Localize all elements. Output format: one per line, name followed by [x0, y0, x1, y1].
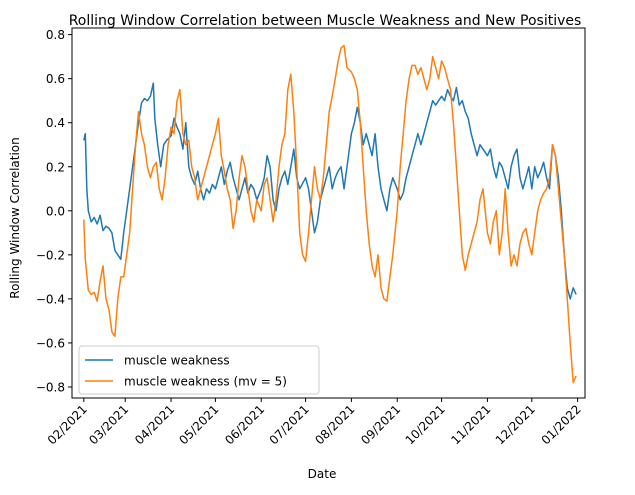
y-tick-label: −0.8 [36, 380, 65, 394]
chart-title: Rolling Window Correlation between Muscl… [69, 13, 582, 29]
y-tick-label: −0.6 [36, 336, 65, 350]
y-tick-label: −0.4 [36, 292, 65, 306]
legend: muscle weakness muscle weakness (mv = 5) [78, 345, 320, 395]
series-line-1 [83, 82, 577, 300]
y-axis: 0.8 0.6 0.4 0.2 0.0 −0.2 −0.4 −0.6 −0.8 [36, 28, 72, 394]
series-layer [83, 44, 577, 384]
legend-label: muscle weakness (mv = 5) [124, 375, 287, 389]
legend-label: muscle weakness [124, 354, 230, 368]
y-tick-label: −0.2 [36, 248, 65, 262]
y-tick-label: 0.0 [46, 204, 65, 218]
series-line-2 [83, 44, 577, 384]
y-tick-label: 0.2 [46, 160, 65, 174]
plot-frame [71, 27, 586, 399]
y-tick-label: 0.6 [46, 72, 65, 86]
legend-box [78, 345, 320, 395]
y-tick-label: 0.4 [46, 116, 65, 130]
x-axis-label: Date [308, 467, 337, 481]
y-axis-label: Rolling Window Correlation [8, 137, 22, 298]
y-tick-label: 0.8 [46, 28, 65, 42]
